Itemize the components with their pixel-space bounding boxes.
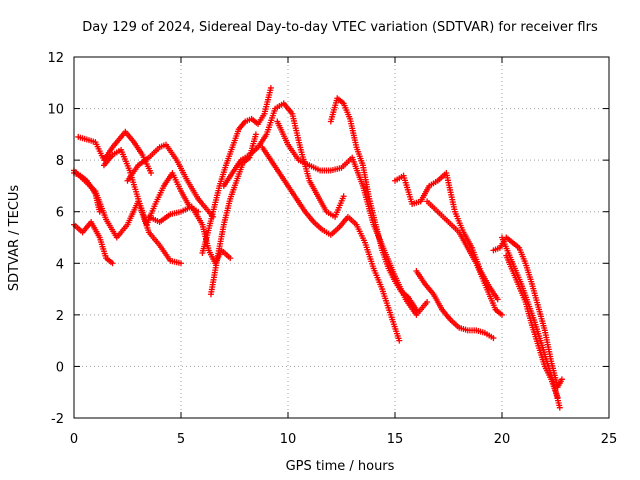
data-point-marker	[499, 311, 505, 318]
y-tick-label: 6	[56, 206, 64, 221]
data-point-marker	[267, 84, 274, 91]
x-tick-label: 0	[70, 432, 78, 447]
data-point-marker	[396, 337, 403, 344]
series-track-j	[220, 100, 347, 220]
data-point-marker	[96, 208, 103, 215]
data-point-marker	[424, 298, 431, 305]
series-track-h	[199, 84, 274, 256]
x-tick-label: 10	[280, 432, 297, 447]
series-track-o	[413, 268, 497, 342]
plot-frame	[73, 56, 610, 419]
data-point-marker	[558, 376, 565, 383]
y-tick-label: 2	[56, 309, 64, 324]
series-track-k	[259, 144, 403, 344]
y-tick-label: 0	[56, 360, 64, 375]
y-tick-label: -2	[51, 412, 64, 427]
series-track-f	[124, 141, 217, 220]
series-track-q	[490, 234, 565, 391]
x-tick-label: 5	[177, 432, 185, 447]
y-tick-label: 4	[56, 257, 64, 272]
axis-ticks: 0 5 10 15 20 25 -2 0 2 4 6 8 10 12	[47, 51, 617, 447]
data-point-marker	[494, 296, 501, 303]
series-track-p	[424, 198, 505, 318]
series-track-g	[145, 203, 234, 267]
y-tick-label: 10	[47, 103, 64, 118]
data-point-marker	[109, 260, 116, 267]
series-track-m	[327, 95, 420, 313]
data-point-marker	[148, 170, 155, 177]
data-point-marker	[413, 306, 420, 313]
x-tick-label: 15	[387, 432, 404, 447]
x-tick-label: 25	[601, 432, 618, 447]
data-point-marker	[340, 193, 347, 200]
data-points	[71, 84, 565, 411]
series-track-s	[503, 252, 561, 401]
data-point-marker	[252, 131, 259, 138]
data-point-marker	[556, 404, 563, 411]
chart-title: Day 129 of 2024, Sidereal Day-to-day VTE…	[82, 20, 598, 35]
data-point-marker	[554, 394, 561, 401]
x-tick-label: 20	[494, 432, 511, 447]
series-track-i	[207, 131, 259, 298]
data-point-marker	[490, 335, 497, 342]
data-point-marker	[178, 260, 184, 267]
series-track-d	[71, 170, 103, 215]
y-tick-label: 8	[56, 154, 64, 169]
y-axis-label: SDTVAR / TECUs	[7, 185, 22, 292]
x-axis-label: GPS time / hours	[286, 459, 395, 474]
data-point-marker	[227, 255, 234, 262]
y-tick-label: 12	[47, 51, 64, 66]
